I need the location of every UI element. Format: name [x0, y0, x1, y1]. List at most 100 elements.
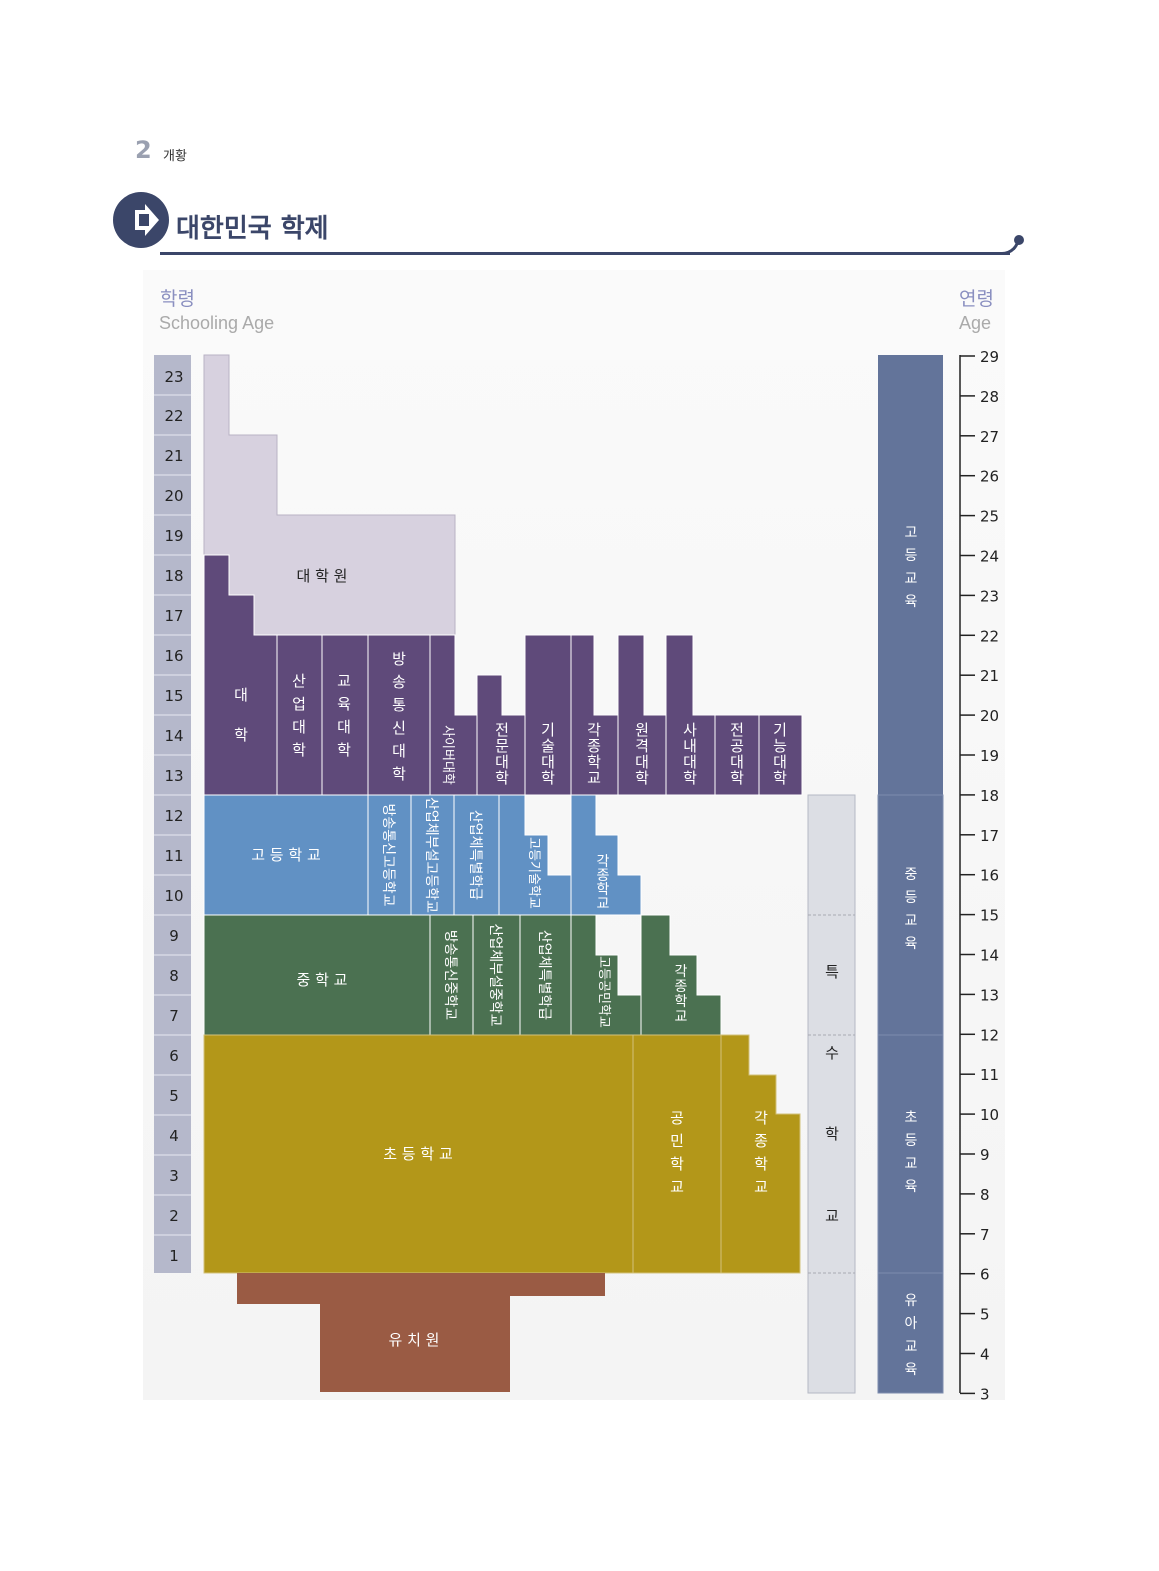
schooling-age-tick: 22 [164, 407, 183, 425]
civic-school-label-2: 민 [670, 1132, 684, 1150]
schooling-age-tick: 18 [164, 567, 183, 585]
education-level-labels: 고 등 교 육 중 등 교 육 초 등 교 육 유 아 교 육 [905, 525, 918, 1378]
age-tick-label: 15 [980, 907, 999, 925]
schooling-age-background [154, 355, 191, 1273]
age-tick-label: 18 [980, 787, 999, 805]
schooling-age-tick: 11 [164, 847, 183, 865]
primary-education-label-1: 초 [905, 1110, 918, 1126]
special-school-labels: 특 수 학 교 [825, 963, 839, 1225]
age-tick-label: 8 [980, 1186, 990, 1204]
schooling-age-tick: 9 [169, 927, 179, 945]
industrial-univ-label-4: 학 [292, 741, 306, 759]
age-axis: 29 28 27 26 25 24 23 22 21 20 19 18 17 16 15 14 13 12 11 10… [960, 348, 999, 1403]
corporate-univ-label-4: 학 [683, 769, 697, 787]
higher-education-level [878, 355, 943, 795]
primary-education-label-3: 교 [905, 1156, 918, 1172]
education-univ-label-3: 대 [337, 718, 351, 736]
broadcast-high-label: 방송통신고등학교 [380, 803, 396, 906]
civic-school-label-1: 공 [670, 1109, 684, 1127]
age-tick-label: 21 [980, 667, 999, 685]
middle-school-label: 중 학 교 [297, 971, 348, 989]
elementary-labels: 초 등 학 교 공 민 학 교 각 종 학 교 [383, 1109, 768, 1196]
misc-high-label-2: 종 [597, 868, 610, 884]
industrial-univ-block [276, 634, 323, 796]
secondary-education-level [877, 794, 944, 1036]
special-school-label-1: 특 [825, 963, 839, 981]
misc-elementary-label-1: 각 [754, 1109, 768, 1127]
elementary-tier [203, 1034, 801, 1274]
secondary-education-label-4: 육 [905, 936, 918, 952]
age-tick-label: 5 [980, 1306, 990, 1324]
broadcast-univ-label-5: 대 [392, 742, 406, 760]
schooling-age-tick: 8 [169, 967, 179, 985]
age-tick-label: 9 [980, 1146, 990, 1164]
primary-education-label-4: 육 [905, 1179, 918, 1195]
title-arrow-icon [113, 192, 169, 248]
corporate-univ-label-2: 내 [683, 737, 697, 755]
kindergarten-block [237, 1273, 605, 1392]
title-underline-dot [1014, 235, 1024, 245]
age-tick-label: 14 [980, 947, 999, 965]
major-univ-label-2: 공 [730, 737, 744, 755]
high-school-block [203, 794, 369, 916]
misc-elementary-label-3: 학 [754, 1155, 768, 1173]
misc-high-label-3: 학 [597, 882, 610, 898]
technical-college-label-2: 술 [541, 737, 555, 755]
high-school-tier [203, 794, 642, 916]
middle-school-tier [203, 914, 722, 1036]
broadcast-univ-label-3: 통 [392, 696, 406, 714]
early-education-label-2: 아 [905, 1316, 918, 1332]
industrial-univ-label-1: 산 [292, 672, 306, 690]
age-tick-label: 20 [980, 707, 999, 725]
misc-elementary-label-4: 교 [754, 1178, 768, 1196]
broadcast-univ-label-1: 방 [392, 650, 406, 668]
schooling-age-tick: 3 [169, 1167, 179, 1185]
misc-college-label-2: 종 [587, 737, 601, 755]
major-univ-label-1: 전 [730, 721, 744, 739]
age-tick-label: 22 [980, 627, 999, 645]
misc-college-label-1: 각 [587, 721, 601, 739]
misc-middle-label-2: 종 [675, 979, 688, 995]
middle-school-block [203, 914, 431, 1036]
broadcast-middle-block [429, 914, 474, 1036]
secondary-education-label-1: 중 [905, 867, 918, 883]
misc-elementary-block [720, 1034, 801, 1274]
age-tick-label: 26 [980, 468, 999, 486]
technical-college-label-3: 대 [541, 753, 555, 771]
industrial-special-high-label: 산업체특별학급 [467, 810, 483, 900]
section-label: 개황 [163, 149, 187, 164]
schooling-age-tick: 17 [164, 607, 183, 625]
right-axis-title: 연령 [959, 288, 994, 310]
title-underline [160, 252, 1010, 255]
corporate-univ-label-1: 사 [683, 721, 697, 739]
misc-college-label-3: 학 [587, 753, 601, 771]
early-education-label-1: 유 [905, 1293, 918, 1309]
age-tick-label: 25 [980, 508, 999, 526]
misc-high-label-1: 각 [597, 854, 610, 870]
industrial-univ-label-2: 업 [292, 695, 306, 713]
schooling-age-tick: 7 [169, 1007, 179, 1025]
schooling-age-tick: 6 [169, 1047, 179, 1065]
junior-college-label-3: 대 [495, 753, 509, 771]
schooling-age-tick: 12 [164, 807, 183, 825]
higher-education-label-3: 교 [905, 571, 918, 587]
high-school-label: 고 등 학 교 [251, 846, 321, 864]
schooling-age-tick: 16 [164, 647, 183, 665]
age-tick-label: 3 [980, 1385, 990, 1403]
junior-college-label-2: 문 [495, 737, 509, 755]
civic-high-label: 고등공민학교 [596, 956, 611, 1028]
remote-univ-label-4: 학 [635, 769, 649, 787]
right-axis-subtitle: Age [959, 313, 992, 333]
industrial-special-middle-block [519, 914, 572, 1036]
schooling-age-tick: 2 [169, 1207, 179, 1225]
polytech-univ-label-4: 학 [773, 769, 787, 787]
age-tick-label: 13 [980, 986, 999, 1004]
misc-middle-label-4: 교 [675, 1009, 688, 1025]
elementary-block [203, 1034, 634, 1274]
high-school-labels: 고 등 학 교 방송통신고등학교 산업체부설고등학교 산업체특별학급 고등기술학… [251, 797, 609, 913]
schooling-age-tick: 14 [164, 727, 183, 745]
misc-college-label-4: 교 [587, 769, 601, 787]
industrial-univ-label-3: 대 [292, 718, 306, 736]
special-school-label-3: 학 [825, 1125, 839, 1143]
